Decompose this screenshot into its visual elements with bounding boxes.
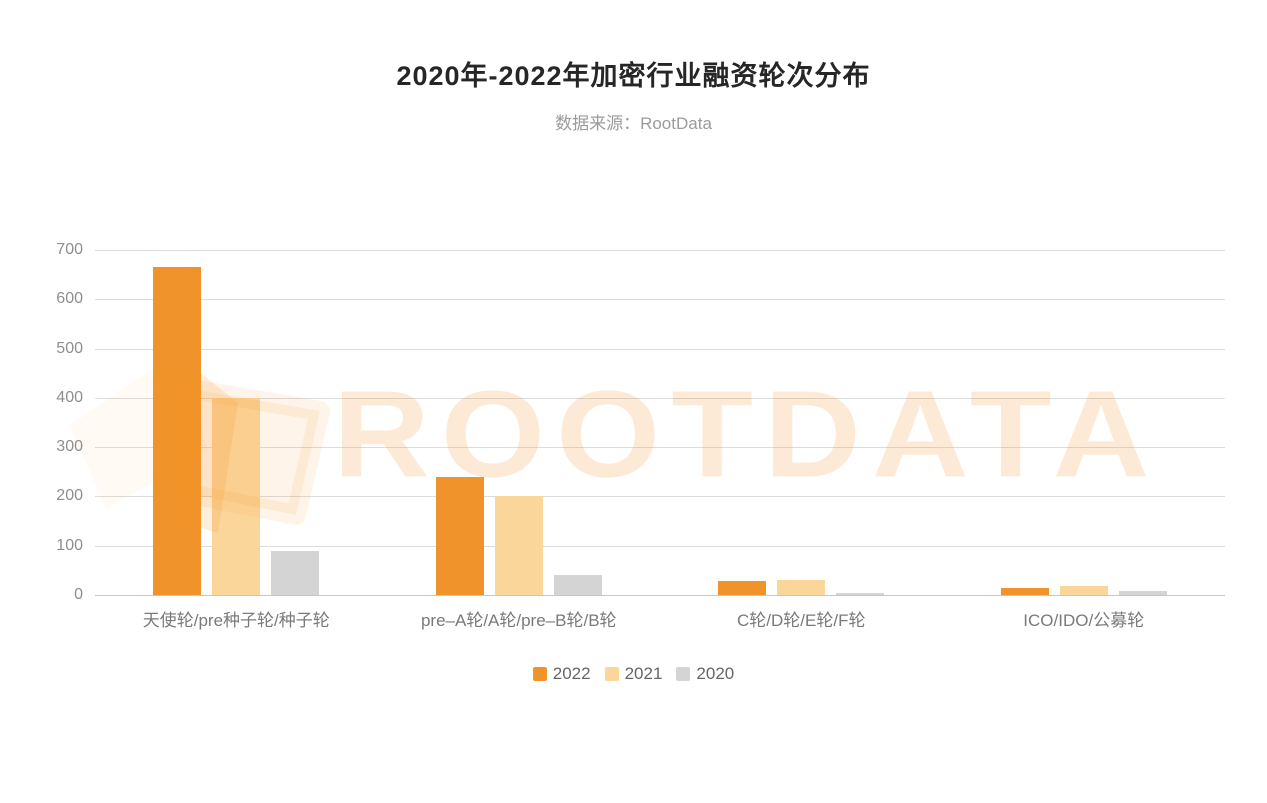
x-axis-category-label: 天使轮/pre种子轮/种子轮: [142, 611, 330, 630]
bar-2020[interactable]: [271, 550, 320, 595]
y-axis-tick-label: 400: [56, 388, 83, 406]
chart-subtitle: 数据来源：RootData: [555, 114, 712, 133]
bar-2020[interactable]: [1118, 590, 1167, 595]
bar-group: [95, 250, 378, 595]
legend-label: 2021: [624, 664, 663, 683]
bar-2022[interactable]: [435, 476, 484, 595]
x-axis-labels: 天使轮/pre种子轮/种子轮 pre–A轮/A轮/pre–B轮/B轮 C轮/D轮/E…: [95, 606, 1225, 631]
x-axis-category-label: pre–A轮/A轮/pre–B轮/B轮: [420, 611, 617, 630]
x-axis-category-label: C轮/D轮/E轮/F轮: [737, 611, 866, 630]
y-axis-tick-label: 500: [56, 339, 83, 357]
legend-swatch-2021: [604, 667, 619, 681]
y-axis-tick-label: 300: [56, 438, 83, 456]
legend-label: 2020: [696, 664, 735, 683]
bar-2022[interactable]: [718, 581, 767, 595]
gridline: [95, 299, 1225, 301]
bars-layer: [95, 250, 1225, 595]
bar-group: [660, 250, 943, 595]
x-axis-category-label: ICO/IDO/公募轮: [1023, 611, 1145, 630]
gridline: [95, 250, 1225, 251]
bar-2022[interactable]: [153, 267, 202, 595]
legend-item-2022[interactable]: 2022: [532, 664, 591, 684]
bar-2020[interactable]: [553, 575, 602, 595]
bar-2021[interactable]: [1059, 586, 1108, 595]
bar-2021[interactable]: [212, 397, 261, 595]
gridline: [95, 397, 1225, 399]
bar-group: [943, 250, 1226, 595]
bar-2020[interactable]: [836, 592, 885, 595]
legend-item-2020[interactable]: 2020: [676, 664, 734, 684]
bar-group: [378, 250, 661, 595]
bar-2022[interactable]: [1000, 588, 1049, 595]
chart-legend: 2022 2021 2020: [0, 664, 1267, 684]
chart-title: 2020年-2022年加密行业融资轮次分布: [396, 61, 871, 91]
gridline: [95, 447, 1225, 449]
plot-area: 0 100 200 300 400 500 600 700 天使轮/pre种子轮/种子轮 pre…: [56, 241, 1225, 630]
legend-swatch-2022: [532, 667, 547, 681]
legend-swatch-2020: [676, 667, 691, 681]
gridline: [95, 545, 1225, 547]
y-axis-tick-label: 100: [56, 536, 83, 554]
y-axis-tick-label: 200: [56, 487, 83, 505]
gridline: [95, 595, 1225, 596]
bar-2021[interactable]: [494, 496, 543, 595]
bar-2021[interactable]: [777, 579, 826, 595]
y-axis-tick-label: 700: [56, 241, 83, 258]
legend-item-2021[interactable]: 2021: [604, 664, 663, 684]
gridline: [95, 348, 1225, 350]
legend-label: 2022: [552, 664, 591, 683]
y-axis-tick-label: 0: [74, 586, 83, 603]
y-axis-tick-label: 600: [56, 290, 83, 308]
gridline: [95, 496, 1225, 498]
